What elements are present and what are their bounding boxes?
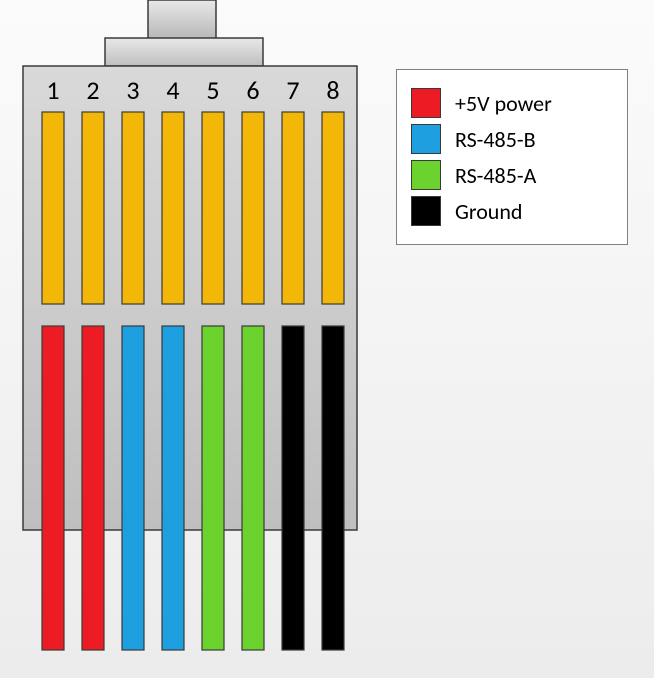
legend-label: RS-485-B xyxy=(455,126,536,153)
wire xyxy=(42,326,64,650)
connector-cable xyxy=(148,0,216,40)
pin-label: 7 xyxy=(282,74,304,106)
wire xyxy=(322,326,344,650)
pin-label: 8 xyxy=(322,74,344,106)
legend-swatch xyxy=(411,88,441,118)
wire xyxy=(162,326,184,650)
gold-pin xyxy=(282,112,304,304)
legend-item: RS-485-B xyxy=(411,124,613,154)
pin-label: 6 xyxy=(242,74,264,106)
gold-pin xyxy=(162,112,184,304)
gold-pin xyxy=(122,112,144,304)
gold-pin xyxy=(242,112,264,304)
pin-label: 5 xyxy=(202,74,224,106)
connector-neck xyxy=(105,38,263,66)
connector-body xyxy=(23,66,357,530)
pin-label: 3 xyxy=(122,74,144,106)
gold-pin xyxy=(202,112,224,304)
legend-label: RS-485-A xyxy=(455,162,536,189)
legend-label: +5V power xyxy=(455,90,552,117)
wire xyxy=(242,326,264,650)
pin-label: 2 xyxy=(82,74,104,106)
pin-label: 1 xyxy=(42,74,64,106)
legend-item: Ground xyxy=(411,196,613,226)
wire xyxy=(282,326,304,650)
gold-pin xyxy=(42,112,64,304)
legend-swatch xyxy=(411,124,441,154)
legend-swatch xyxy=(411,196,441,226)
legend-swatch xyxy=(411,160,441,190)
legend-label: Ground xyxy=(455,198,522,225)
wire xyxy=(82,326,104,650)
legend-item: +5V power xyxy=(411,88,613,118)
wire xyxy=(122,326,144,650)
gold-pin xyxy=(322,112,344,304)
pin-label: 4 xyxy=(162,74,184,106)
gold-pin xyxy=(82,112,104,304)
wire xyxy=(202,326,224,650)
legend-item: RS-485-A xyxy=(411,160,613,190)
legend-box: +5V power RS-485-B RS-485-A Ground xyxy=(396,69,628,245)
